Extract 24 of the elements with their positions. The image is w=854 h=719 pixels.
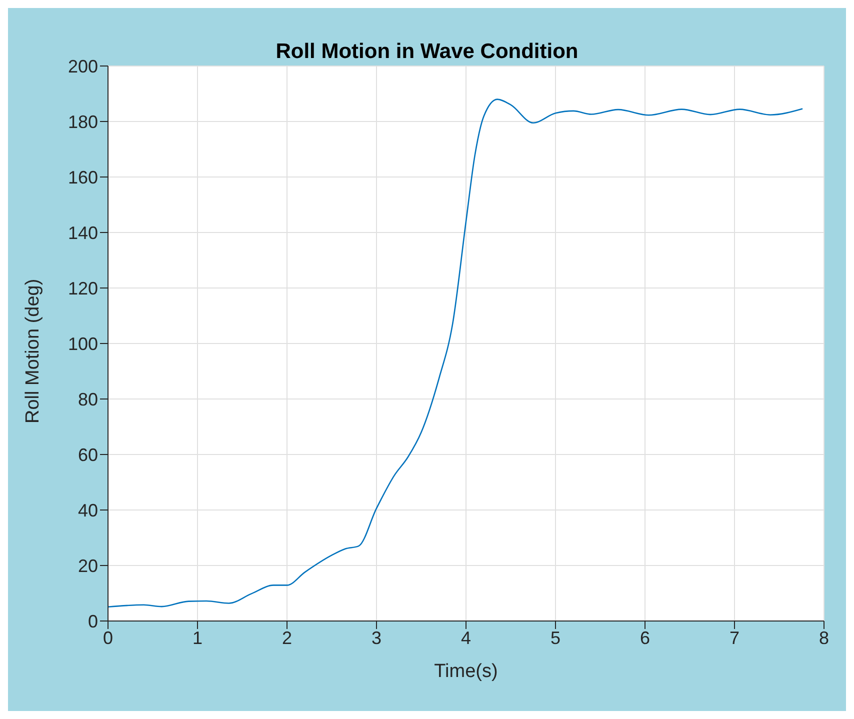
y-axis-title: Roll Motion (deg) [22,278,44,424]
y-tick-label: 0 [88,611,98,632]
y-tick-label: 160 [68,167,98,188]
x-tick-label: 1 [192,628,203,648]
y-tick-label: 140 [68,222,98,243]
y-tick-label: 180 [68,112,98,132]
x-tick-label: 0 [102,628,114,648]
x-tick-label: 2 [282,628,292,648]
y-tick-label: 200 [68,56,98,76]
y-tick-label: 120 [68,278,98,298]
x-tick-label: 8 [818,628,830,648]
x-tick-label: 3 [371,628,382,648]
y-tick-label: 80 [78,389,98,410]
line-series [108,98,804,608]
y-tick-label: 20 [78,556,98,576]
chart-title: Roll Motion in Wave Condition [276,40,578,63]
x-tick-label: 4 [460,628,472,648]
x-axis-title: Time(s) [434,661,498,682]
y-tick-label: 100 [68,334,98,354]
x-tick-label: 5 [550,628,561,648]
y-tick-label: 40 [78,500,98,520]
x-tick-label: 7 [729,628,740,648]
x-tick-label: 6 [640,628,650,648]
y-tick-label: 60 [78,444,98,465]
